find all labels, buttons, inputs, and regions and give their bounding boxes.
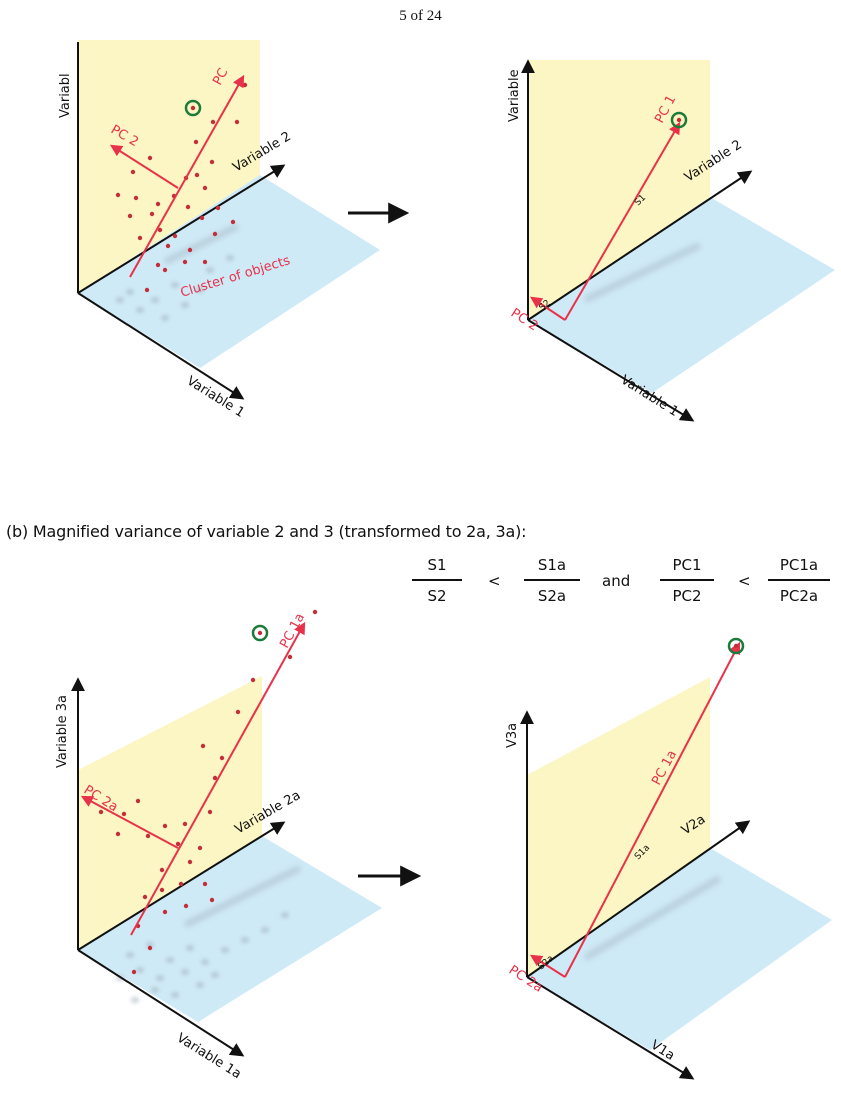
- fraction-denominator: S2: [427, 587, 447, 605]
- highlight-circle: [184, 99, 202, 117]
- floor-plane: [528, 197, 835, 393]
- highlight-circle: [670, 111, 688, 129]
- pc2-arrow: [109, 144, 179, 189]
- axis-depth: [77, 164, 286, 294]
- highlight-circle: [251, 624, 269, 642]
- fraction-pc1a-pc2a: PC1a PC2a: [768, 556, 830, 605]
- fraction-numerator: S1: [412, 556, 462, 581]
- axis-vertical-label: Variable: [507, 69, 522, 122]
- wall-plane: [78, 676, 262, 950]
- panel-a-left: Variabl Variable 2 Variable 1 PC PC 2 Cl…: [58, 40, 380, 421]
- fraction-numerator: PC1: [660, 556, 714, 581]
- pc2-arrow: [529, 954, 566, 978]
- variance-inequality: S1 S2 < S1a S2a and PC1 PC2 < PC1a PC2a: [408, 556, 838, 608]
- caption-b: (b) Magnified variance of variable 2 and…: [6, 522, 527, 541]
- axis-vertical-label: V3a: [505, 723, 520, 748]
- data-points: [98, 609, 318, 975]
- pc1-arrow: [564, 641, 741, 978]
- and-word: and: [602, 572, 631, 590]
- page-indicator: 5 of 24: [399, 8, 442, 24]
- axis-vertical-label: Variabl: [58, 73, 73, 118]
- pc1-arrow: [130, 621, 306, 936]
- fraction-pc1-pc2: PC1 PC2: [660, 556, 714, 605]
- highlight-circle: [727, 637, 745, 655]
- pc1-label: PC: [210, 66, 231, 88]
- wall-plane: [528, 60, 710, 320]
- less-than-sign: <: [738, 572, 751, 590]
- pc2-arrow: [530, 296, 566, 321]
- floor-shadow: [116, 912, 289, 1003]
- axis-front: [77, 292, 245, 400]
- floor-plane: [78, 175, 380, 368]
- fraction-denominator: PC2a: [779, 587, 819, 605]
- pc1-arrow: [129, 74, 245, 278]
- axis-front: [77, 949, 245, 1057]
- pc2-arrow: [80, 795, 179, 849]
- pc1-label: PC 1a: [277, 611, 308, 651]
- fraction-numerator: S1a: [524, 556, 580, 581]
- axis-front: [527, 319, 695, 422]
- wall-plane: [527, 677, 710, 977]
- floor-plane: [527, 848, 832, 1050]
- fraction-numerator: PC1a: [768, 556, 830, 581]
- axis-depth: [77, 821, 286, 951]
- axis-depth: [527, 170, 753, 321]
- axis-vertical-label: Variable 3a: [55, 695, 70, 768]
- axis-depth: [526, 820, 751, 978]
- data-point: [733, 643, 739, 649]
- floor-plane: [78, 836, 382, 1022]
- floor-shadow: [116, 255, 234, 321]
- pc1-arrow: [564, 121, 681, 321]
- less-than-sign: <: [488, 572, 501, 590]
- fraction-s1-s2: S1 S2: [412, 556, 462, 605]
- fraction-denominator: PC2: [672, 587, 702, 605]
- fraction-s1a-s2a: S1a S2a: [524, 556, 580, 605]
- wall-plane: [78, 40, 260, 293]
- axis-front: [526, 976, 695, 1080]
- fraction-denominator: S2a: [537, 587, 567, 605]
- panel-a-right: Variable Variable 2 Variable 1 PC 1 PC 2…: [507, 59, 835, 422]
- data-point: [676, 117, 682, 123]
- axis-front-label: Variable 1a: [174, 1031, 244, 1082]
